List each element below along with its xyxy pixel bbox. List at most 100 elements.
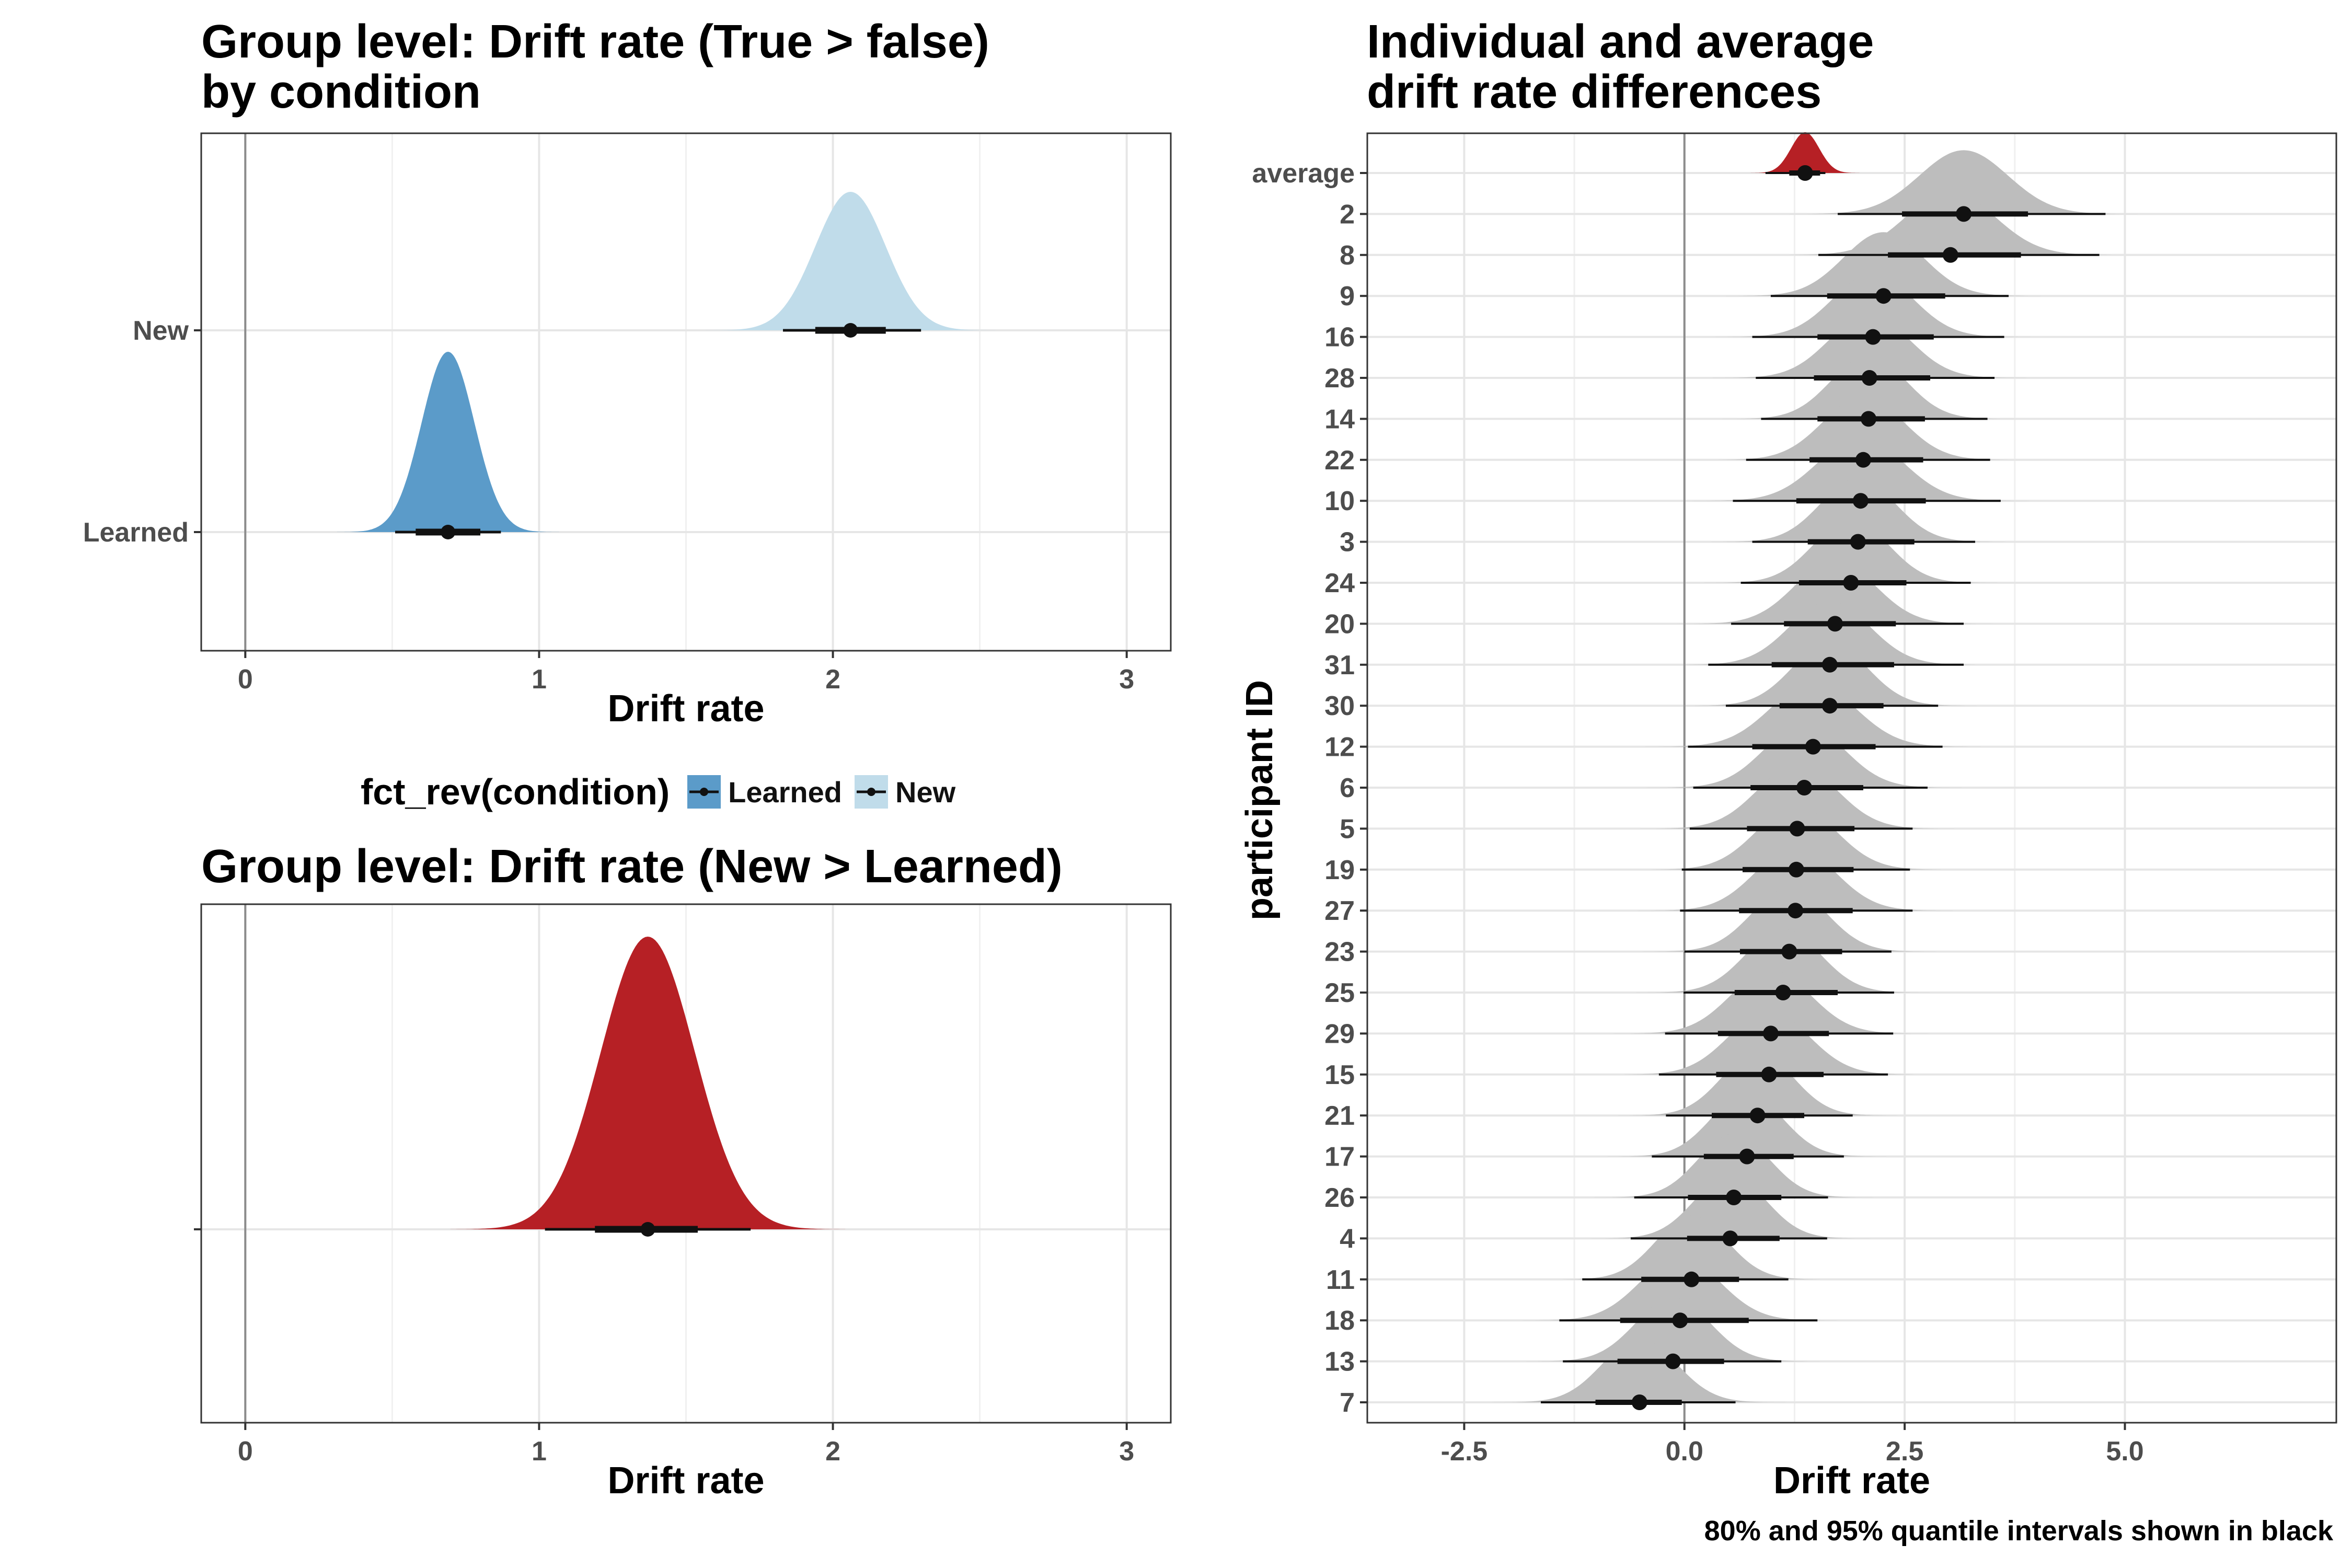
chart-3-density-23 (1634, 887, 1945, 952)
chart-3-density-9 (1717, 232, 2050, 296)
chart-3-density-25 (1628, 929, 1939, 993)
chart-1-xtick-label: 0 (238, 664, 253, 695)
chart-3-interval-25-median-point (1775, 985, 1791, 1000)
legend-key-new (855, 775, 888, 809)
chart-3-interval-4-median-point (1722, 1230, 1738, 1247)
chart-3-density-10 (1683, 437, 2038, 501)
chart-3-density-6 (1638, 724, 1971, 788)
chart-3-ytick-label: 23 (1324, 937, 1355, 967)
chart-3-interval-8-median-point (1942, 247, 1958, 263)
chart-3-interval-24-median-point (1843, 575, 1859, 591)
chart-3-density-30 (1674, 642, 1986, 706)
legend-title: fct_rev(condition) (361, 771, 670, 812)
chart-3-interval-20-median-point (1827, 616, 1843, 632)
chart-3-ytick-label: 18 (1324, 1306, 1355, 1336)
legend: fct_rev(condition) Learned New (361, 768, 955, 815)
chart-3-ytick-label: 22 (1324, 445, 1355, 476)
chart-3-interval-12-median-point (1805, 739, 1821, 755)
chart-3-ytick-label: 25 (1324, 978, 1355, 1008)
chart-1-interval-new-median-point (843, 323, 858, 338)
chart-1-border (200, 132, 1172, 652)
chart-3-ytick-label: 31 (1324, 650, 1355, 681)
chart-3-xtick-label: 5.0 (2106, 1436, 2143, 1467)
chart-3-interval-average-median-point (1797, 165, 1813, 181)
chart-1-density-learned (337, 352, 559, 532)
chart-3-ytick-label: 10 (1324, 486, 1355, 516)
chart-3-ytick-label: 15 (1324, 1060, 1355, 1090)
legend-item-new: New (855, 775, 955, 809)
chart-3-interval-19-median-point (1788, 861, 1804, 878)
chart-3-ytick-label: 19 (1324, 855, 1355, 885)
chart-1-ytick-label: Learned (83, 517, 189, 548)
chart-3-interval-3-median-point (1850, 534, 1866, 550)
chart-1-ytick-label: New (133, 316, 189, 346)
chart-1-interval-learned-median-point (441, 525, 456, 539)
chart-3-density-7 (1484, 1339, 1795, 1402)
chart-2-xtick-label: 1 (532, 1436, 547, 1467)
chart-3-caption: 80% and 95% quantile intervals shown in … (1704, 1515, 2333, 1547)
chart-3-interval-18-median-point (1672, 1312, 1688, 1329)
chart-3-density-28 (1703, 314, 2036, 378)
chart-3-xtick-label: -2.5 (1441, 1436, 1488, 1467)
chart-3-interval-14-median-point (1861, 411, 1877, 427)
chart-3-ytick-label: 13 (1324, 1347, 1355, 1377)
chart-2-border (200, 903, 1172, 1424)
chart-3-density-13 (1517, 1297, 1829, 1362)
chart-3-ytick-label: 11 (1326, 1265, 1355, 1295)
chart-3-ytick-label: 17 (1324, 1142, 1355, 1172)
chart-3-interval-9-median-point (1875, 288, 1892, 304)
chart-3-interval-16-median-point (1865, 329, 1881, 345)
legend-key-learned (687, 775, 721, 809)
chart-3-ytick-label: 16 (1324, 322, 1355, 353)
chart-3-density-19 (1630, 805, 1963, 870)
chart-3-density-31 (1663, 601, 1997, 665)
legend-label-new: New (895, 775, 956, 809)
chart-3-density-3 (1702, 478, 2014, 542)
chart-3-interval-13-median-point (1665, 1353, 1681, 1369)
chart-3-density-22 (1697, 396, 2030, 460)
chart-3-ytick-label: 27 (1324, 896, 1355, 926)
chart-3-interval-27-median-point (1788, 903, 1804, 919)
chart-3-interval-22-median-point (1855, 452, 1871, 468)
chart-3-ytick-label: 8 (1340, 240, 1355, 271)
chart-3-interval-26-median-point (1726, 1190, 1742, 1205)
chart-3-density-12 (1635, 683, 1991, 747)
chart-1-xtick-label: 3 (1119, 664, 1134, 695)
chart-3-border (1366, 132, 2337, 1424)
chart-3-density-4 (1582, 1174, 1878, 1239)
chart-3-interval-5-median-point (1789, 821, 1805, 837)
chart-3-ytick-label: 7 (1340, 1388, 1355, 1418)
chart-3-interval-15-median-point (1761, 1066, 1777, 1082)
chart-3-ytick-label: 20 (1324, 609, 1355, 639)
chart-3-ytick-label: 28 (1324, 363, 1355, 394)
chart-3-ytick-label: 4 (1340, 1224, 1355, 1254)
chart-3-ytick-label: 12 (1324, 732, 1355, 763)
chart-2-xtick-label: 0 (238, 1436, 253, 1467)
chart-3-interval-23-median-point (1781, 943, 1797, 960)
chart-3-interval-31-median-point (1821, 656, 1838, 673)
chart-3-density-15 (1602, 1010, 1936, 1075)
chart-3-xtick-label: 0.0 (1666, 1436, 1703, 1467)
chart-3-ytick-label: 29 (1324, 1019, 1355, 1049)
chart-3-interval-7-median-point (1631, 1394, 1647, 1410)
chart-3-density-average (1746, 132, 1864, 173)
chart-3-xlabel: Drift rate (1773, 1460, 1931, 1502)
chart-3-ytick-label: average (1252, 158, 1355, 189)
chart-3-interval-29-median-point (1762, 1025, 1779, 1042)
chart-3-interval-2-median-point (1956, 206, 1972, 222)
legend-label-learned: Learned (728, 775, 842, 809)
legend-item-learned: Learned (687, 775, 842, 809)
chart-2-density (450, 937, 846, 1229)
chart-1-density-new (702, 192, 999, 330)
chart-3-density-21 (1609, 1052, 1906, 1116)
chart-3-ytick-label: 6 (1340, 773, 1355, 803)
chart-3-ytick-label: 24 (1324, 568, 1355, 598)
chart-2-interval-median-point (640, 1222, 655, 1237)
chart-3-density-14 (1713, 355, 2024, 419)
chart-3-ytick-label: 3 (1340, 527, 1355, 558)
chart-3-density-16 (1706, 273, 2039, 337)
chart-3-ytick-label: 14 (1324, 404, 1355, 434)
chart-3-interval-6-median-point (1796, 780, 1812, 795)
chart-3-ytick-label: 9 (1340, 281, 1355, 312)
